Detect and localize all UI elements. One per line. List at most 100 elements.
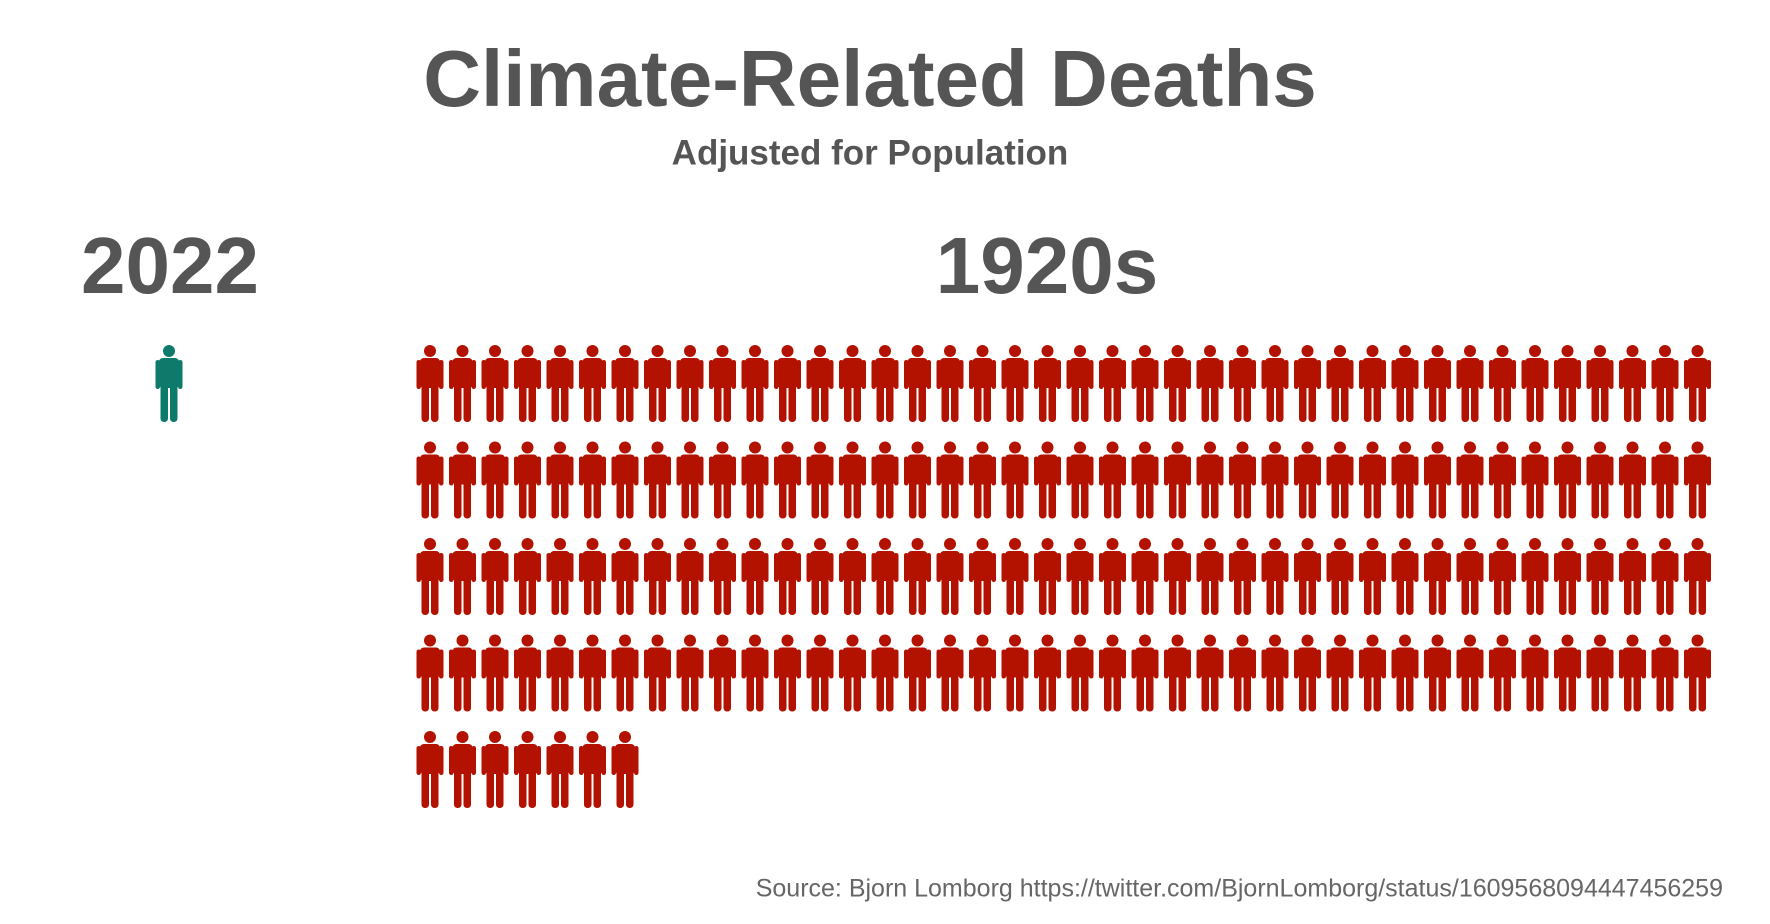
icon-leg [811,672,819,712]
icon-leg [941,479,949,519]
icon-torso [875,454,895,485]
person-icon [514,441,541,519]
person-icon [1099,634,1126,712]
icon-leg [486,383,494,422]
icon-leg [918,383,926,422]
icon-torso [1102,454,1123,485]
category-label: 1920s [936,221,1158,310]
icon-arm [1326,360,1331,389]
icon-head [1529,441,1541,454]
icon-head [1659,634,1671,647]
icon-torso [1622,551,1643,581]
icon-head [1496,538,1509,550]
icon-arm [439,360,444,389]
icon-arm [1511,553,1516,582]
icon-head [456,345,469,357]
icon-arm [1456,360,1461,389]
icon-arm [504,746,509,775]
person-icon [1164,634,1191,712]
icon-leg [974,479,982,519]
icon-leg [1373,576,1381,615]
icon-leg [1698,383,1706,422]
icon-leg [519,769,527,808]
icon-leg [1243,576,1251,615]
icon-arm [634,553,639,582]
icon-leg [1136,383,1144,422]
icon-leg [1536,383,1544,422]
icon-leg [1039,576,1047,615]
icon-leg [463,479,471,519]
icon-leg [528,672,536,712]
icon-arm [1131,649,1136,679]
icon-leg [1624,479,1632,519]
icon-leg [779,576,787,615]
icon-arm [1651,456,1656,486]
icon-arm [155,360,160,389]
icon-arm [481,649,486,679]
icon-arm [1424,649,1429,679]
icon-head [586,441,599,454]
icon-arm [926,456,931,486]
icon-torso [680,358,700,388]
person-icon [676,345,704,422]
icon-leg [1503,672,1511,712]
icon-arm [634,649,639,679]
icon-head [1106,441,1119,454]
icon-leg [811,479,819,519]
icon-arm [1521,649,1526,679]
icon-torso [1330,454,1350,485]
icon-head [1496,345,1509,357]
icon-leg [723,672,731,712]
icon-head [1009,345,1021,357]
icon-leg [1364,479,1372,519]
icon-leg [723,383,731,422]
icon-leg [811,383,819,422]
person-icon [481,634,509,712]
icon-arm [439,746,444,775]
icon-arm [959,649,964,679]
icon-torso [1167,647,1188,678]
icon-head [1399,538,1411,550]
icon-arm [1619,553,1624,582]
icon-head [1691,538,1704,550]
icon-arm [449,649,454,679]
icon-arm [1066,456,1071,486]
icon-head [1366,441,1379,454]
icon-leg [756,383,764,422]
icon-arm [1349,649,1354,679]
icon-head [163,345,175,357]
icon-arm [536,553,541,582]
icon-leg [1406,479,1414,519]
icon-arm [1089,553,1094,582]
person-icon [1099,345,1126,422]
icon-torso [517,744,538,774]
icon-head [1431,441,1444,454]
icon-arm [178,360,183,389]
icon-leg [1331,383,1339,422]
person-icon [155,345,183,422]
icon-leg [584,383,592,422]
icon-arm [829,553,834,582]
icon-head [1366,634,1379,647]
icon-leg [941,383,949,422]
person-icon [936,345,964,422]
icon-arm [1641,649,1646,679]
icon-leg [1299,383,1307,422]
icon-leg [1503,383,1511,422]
icon-leg [714,576,722,615]
icon-leg [1591,383,1599,422]
icon-leg [1559,383,1567,422]
icon-leg [1591,576,1599,615]
icon-torso [842,551,863,581]
icon-leg [1039,383,1047,422]
icon-arm [1089,360,1094,389]
icon-arm [1154,456,1159,486]
person-icon [514,538,541,615]
icon-torso [1265,454,1285,485]
icon-torso [1557,358,1578,388]
icon-leg [626,383,634,422]
icon-head [554,345,566,357]
icon-leg [1243,479,1251,519]
icon-torso [1167,358,1188,388]
icon-torso [1395,647,1415,678]
